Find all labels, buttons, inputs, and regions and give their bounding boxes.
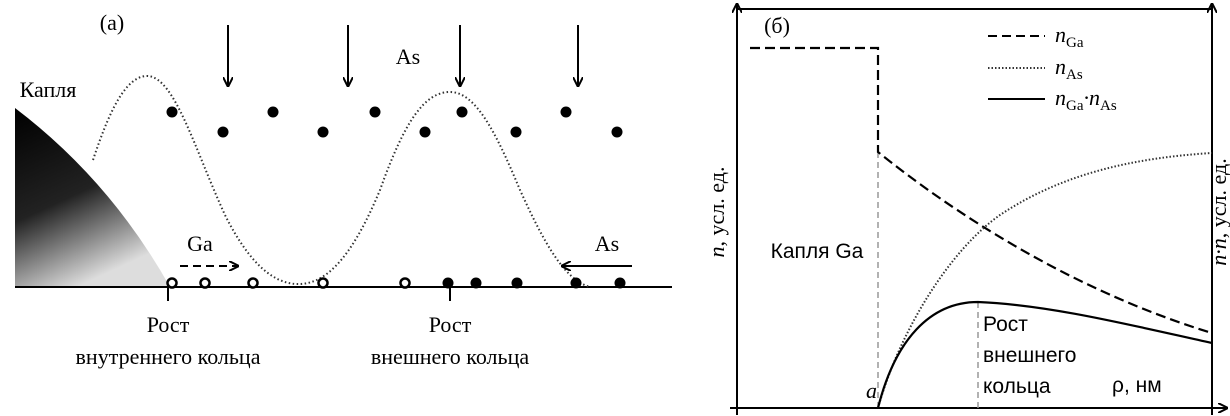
growth-label: внешнего (983, 344, 1076, 367)
as-flux-label: As (595, 231, 619, 256)
as-flux-label: As (396, 44, 420, 69)
guide-lines (878, 152, 978, 408)
legend-entry: nGa·nAs (1055, 85, 1117, 114)
inner-ring-label: внутреннего кольца (76, 344, 261, 369)
concentration-curve (93, 76, 590, 287)
legend-symbol: ·n (1084, 85, 1101, 110)
droplet-label: Капля Ga (771, 240, 864, 263)
inner-ring-label: Рост (147, 312, 190, 337)
y2-axis-label-symbol: n·n (1206, 238, 1230, 266)
y2-axis-label-unit: , усл. ед. (1206, 158, 1230, 238)
droplet-label: Капля (20, 77, 77, 102)
legend-entry: nAs (1055, 54, 1083, 83)
y-axis-label-unit: , усл. ед. (704, 167, 729, 247)
legend-symbol: n (1055, 85, 1066, 110)
growth-label: кольца (983, 375, 1051, 398)
y2-axis-label: n·n, усл. ед. (1206, 158, 1230, 265)
growth-label: Рост (983, 313, 1028, 336)
figure: (a) Капля As Ga As Рост внутреннего коль… (0, 0, 1230, 416)
outer-ring-label: Рост (429, 312, 472, 337)
legend-symbol: n (1055, 22, 1066, 47)
panel-a: (a) Капля As Ga As Рост внутреннего коль… (15, 10, 672, 369)
outer-ring-label: внешнего кольца (371, 344, 529, 369)
panel-label: (б) (764, 13, 790, 38)
ga-flux-label: Ga (187, 231, 213, 256)
as-curve (878, 153, 1212, 408)
legend-subscript: As (1100, 98, 1117, 114)
point-label: a (866, 378, 877, 403)
legend-symbol: n (1055, 54, 1066, 79)
y-axis-label: n, усл. ед. (704, 167, 729, 258)
as-atoms (167, 107, 626, 289)
legend-subscript: Ga (1066, 98, 1084, 114)
legend-entry: nGa (1055, 22, 1084, 51)
droplet (15, 108, 170, 287)
legend-subscript: Ga (1066, 35, 1084, 51)
panel-label: (a) (100, 10, 124, 35)
ga-curve (750, 48, 1212, 333)
legend-subscript: As (1066, 67, 1083, 83)
x-axis-label: ρ, нм (1112, 374, 1162, 397)
y-axis-label-symbol: n (704, 246, 729, 257)
legend-lines (988, 36, 1045, 99)
